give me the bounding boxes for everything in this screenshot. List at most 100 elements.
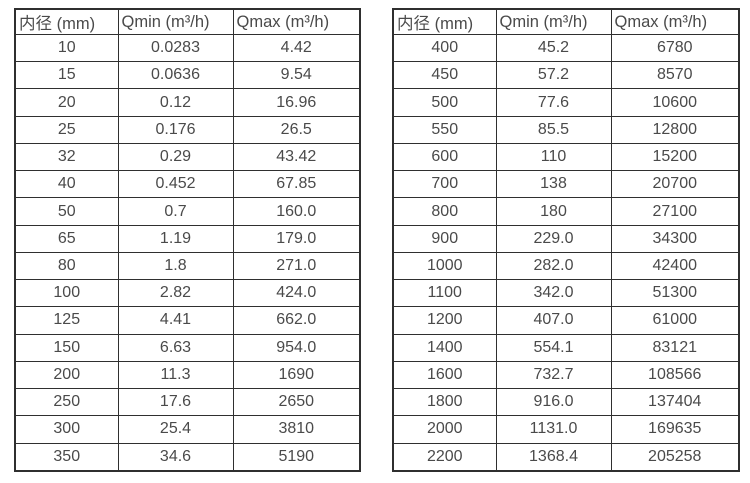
- table-header-cell: 内径 (mm): [392, 8, 497, 35]
- table-cell: 65: [14, 224, 119, 253]
- table-cell: 200: [14, 360, 119, 390]
- table-header-cell: Qmax (m³/h): [232, 8, 361, 35]
- table-cell: 137404: [610, 388, 740, 417]
- table-cell: 350: [14, 442, 119, 472]
- table-cell: 179.0: [232, 224, 361, 253]
- table-cell: 138: [495, 170, 612, 199]
- table-row: 2200 1368.4 205258: [392, 442, 740, 472]
- table-cell: 954.0: [232, 333, 361, 362]
- table-cell: 77.6: [495, 88, 612, 117]
- table-row: 1000 282.0 42400: [392, 251, 740, 281]
- table-cell: 8570: [610, 61, 740, 90]
- table-cell: 25: [14, 115, 119, 144]
- table-cell: 2000: [392, 415, 497, 444]
- flow-rate-table-small-diameters: 内径 (mm) Qmin (m³/h) Qmax (m³/h) 10 0.0283 4.4…: [14, 8, 361, 472]
- table-cell: 0.0283: [117, 33, 234, 63]
- table-row: 10 0.0283 4.42: [14, 33, 361, 63]
- table-row: 200 11.3 1690: [14, 360, 361, 390]
- table-cell: 32: [14, 142, 119, 172]
- table-cell: 450: [392, 61, 497, 90]
- table-cell: 57.2: [495, 61, 612, 90]
- table-cell: 20700: [610, 170, 740, 199]
- table-cell: 16.96: [232, 88, 361, 117]
- table-row: 400 45.2 6780: [392, 33, 740, 63]
- table-cell: 250: [14, 388, 119, 417]
- table-row: 600 110 15200: [392, 142, 740, 172]
- table-cell: 51300: [610, 279, 740, 308]
- table-cell: 229.0: [495, 224, 612, 253]
- table-row: 1200 407.0 61000: [392, 306, 740, 335]
- table-cell: 17.6: [117, 388, 234, 417]
- table-row: 65 1.19 179.0: [14, 224, 361, 253]
- table-cell: 43.42: [232, 142, 361, 172]
- table-row: 50 0.7 160.0: [14, 197, 361, 226]
- table-row: 1600 732.7 108566: [392, 360, 740, 390]
- table-cell: 900: [392, 224, 497, 253]
- table-cell: 1000: [392, 251, 497, 281]
- table-row: 800 180 27100: [392, 197, 740, 226]
- table-cell: 342.0: [495, 279, 612, 308]
- table-cell: 732.7: [495, 360, 612, 390]
- table-cell: 12800: [610, 115, 740, 144]
- table-cell: 600: [392, 142, 497, 172]
- table-header-cell: Qmax (m³/h): [610, 8, 740, 35]
- table-cell: 1600: [392, 360, 497, 390]
- table-cell: 67.85: [232, 170, 361, 199]
- table-cell: 1690: [232, 360, 361, 390]
- table-cell: 400: [392, 33, 497, 63]
- table-cell: 34.6: [117, 442, 234, 472]
- table-cell: 500: [392, 88, 497, 117]
- table-cell: 61000: [610, 306, 740, 335]
- table-row: 1800 916.0 137404: [392, 388, 740, 417]
- flow-rate-table-large-diameters: 内径 (mm) Qmin (m³/h) Qmax (m³/h) 400 45.2 6780…: [392, 8, 740, 472]
- table-row: 40 0.452 67.85: [14, 170, 361, 199]
- table-row: 900 229.0 34300: [392, 224, 740, 253]
- table-row: 2000 1131.0 169635: [392, 415, 740, 444]
- table-cell: 1.19: [117, 224, 234, 253]
- table-header-row: 内径 (mm) Qmin (m³/h) Qmax (m³/h): [392, 8, 740, 35]
- table-cell: 0.0636: [117, 61, 234, 90]
- table-cell: 1.8: [117, 251, 234, 281]
- table-row: 15 0.0636 9.54: [14, 61, 361, 90]
- table-row: 25 0.176 26.5: [14, 115, 361, 144]
- table-cell: 25.4: [117, 415, 234, 444]
- table-cell: 0.12: [117, 88, 234, 117]
- table-row: 100 2.82 424.0: [14, 279, 361, 308]
- table-header-cell: Qmin (m³/h): [117, 8, 234, 35]
- table-cell: 1400: [392, 333, 497, 362]
- table-cell: 9.54: [232, 61, 361, 90]
- table-cell: 800: [392, 197, 497, 226]
- table-cell: 1131.0: [495, 415, 612, 444]
- table-cell: 550: [392, 115, 497, 144]
- table-cell: 2650: [232, 388, 361, 417]
- table-cell: 125: [14, 306, 119, 335]
- table-cell: 169635: [610, 415, 740, 444]
- table-row: 1100 342.0 51300: [392, 279, 740, 308]
- table-cell: 0.7: [117, 197, 234, 226]
- table-cell: 1800: [392, 388, 497, 417]
- table-row: 20 0.12 16.96: [14, 88, 361, 117]
- table-cell: 407.0: [495, 306, 612, 335]
- table-cell: 10600: [610, 88, 740, 117]
- table-cell: 1100: [392, 279, 497, 308]
- table-cell: 85.5: [495, 115, 612, 144]
- table-cell: 6780: [610, 33, 740, 63]
- table-cell: 27100: [610, 197, 740, 226]
- table-row: 150 6.63 954.0: [14, 333, 361, 362]
- table-cell: 300: [14, 415, 119, 444]
- table-cell: 4.41: [117, 306, 234, 335]
- table-cell: 150: [14, 333, 119, 362]
- table-cell: 0.29: [117, 142, 234, 172]
- table-cell: 0.452: [117, 170, 234, 199]
- table-cell: 34300: [610, 224, 740, 253]
- table-cell: 50: [14, 197, 119, 226]
- table-cell: 180: [495, 197, 612, 226]
- table-cell: 1200: [392, 306, 497, 335]
- table-cell: 108566: [610, 360, 740, 390]
- table-cell: 424.0: [232, 279, 361, 308]
- table-cell: 83121: [610, 333, 740, 362]
- table-cell: 26.5: [232, 115, 361, 144]
- table-cell: 271.0: [232, 251, 361, 281]
- table-row: 1400 554.1 83121: [392, 333, 740, 362]
